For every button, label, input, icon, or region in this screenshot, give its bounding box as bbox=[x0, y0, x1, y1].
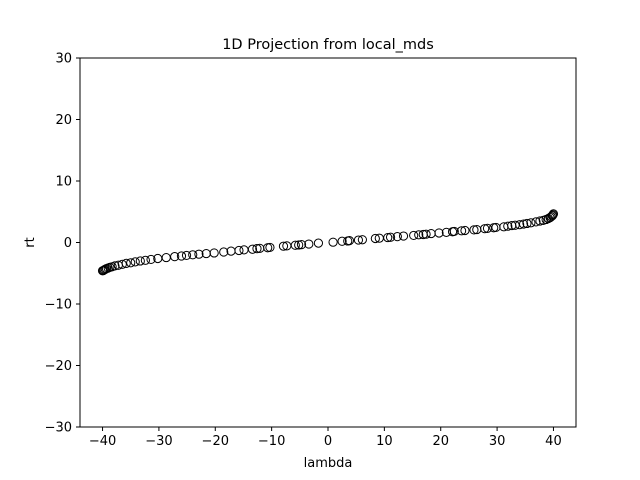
data-point bbox=[337, 236, 347, 246]
chart-title: 1D Projection from local_mds bbox=[222, 37, 434, 53]
y-tick-label: 10 bbox=[55, 175, 72, 190]
x-axis-ticks: −40 −30 −20 −10 0 10 20 30 40 bbox=[89, 427, 562, 449]
x-tick-label: −10 bbox=[258, 434, 285, 449]
data-point bbox=[469, 225, 479, 235]
y-tick-label: 20 bbox=[55, 113, 72, 128]
data-point bbox=[449, 226, 459, 237]
data-point bbox=[370, 233, 380, 244]
y-axis-label: rt bbox=[23, 237, 38, 247]
data-point bbox=[121, 258, 131, 269]
data-point bbox=[194, 249, 204, 259]
x-tick-label: −40 bbox=[89, 434, 116, 449]
data-point bbox=[522, 218, 532, 229]
data-point bbox=[110, 261, 120, 271]
data-point bbox=[344, 236, 355, 246]
data-point bbox=[414, 230, 424, 240]
data-point bbox=[278, 241, 289, 251]
data-point bbox=[146, 254, 156, 265]
data-point bbox=[456, 226, 467, 236]
data-point bbox=[353, 235, 364, 245]
data-point bbox=[181, 250, 192, 261]
data-point bbox=[294, 240, 304, 250]
x-tick-label: 0 bbox=[324, 434, 332, 449]
data-point bbox=[385, 232, 396, 242]
data-point bbox=[383, 232, 393, 243]
y-tick-label: −30 bbox=[45, 421, 72, 436]
x-tick-label: 40 bbox=[545, 434, 562, 449]
data-point bbox=[328, 237, 338, 247]
x-axis-label: lambda bbox=[304, 456, 353, 471]
y-tick-label: 30 bbox=[55, 52, 72, 67]
data-point bbox=[296, 240, 307, 250]
data-point bbox=[392, 232, 402, 242]
x-tick-label: 20 bbox=[432, 434, 449, 449]
x-tick-label: −30 bbox=[145, 434, 172, 449]
data-point bbox=[526, 218, 536, 228]
data-point bbox=[135, 256, 145, 266]
data-point bbox=[421, 229, 431, 239]
data-point bbox=[126, 258, 136, 268]
data-point bbox=[252, 244, 262, 254]
data-point bbox=[304, 239, 314, 249]
data-point bbox=[357, 235, 367, 245]
data-point bbox=[480, 224, 490, 234]
data-point bbox=[313, 238, 324, 248]
data-point bbox=[503, 221, 513, 231]
data-point bbox=[265, 242, 275, 253]
data-point bbox=[546, 212, 556, 222]
y-tick-label: 0 bbox=[64, 236, 72, 251]
x-tick-label: 30 bbox=[489, 434, 506, 449]
data-point bbox=[176, 251, 187, 261]
data-point bbox=[234, 245, 244, 256]
data-point bbox=[130, 257, 140, 267]
data-point bbox=[170, 252, 180, 262]
data-point bbox=[290, 240, 300, 250]
data-point bbox=[247, 244, 258, 254]
x-tick-label: −20 bbox=[202, 434, 229, 449]
y-tick-label: −20 bbox=[45, 359, 72, 374]
data-point bbox=[460, 225, 470, 236]
data-point bbox=[409, 230, 419, 241]
data-point bbox=[398, 231, 409, 241]
data-point bbox=[140, 255, 150, 265]
data-point bbox=[434, 228, 444, 238]
y-tick-label: −10 bbox=[45, 298, 72, 313]
data-point bbox=[209, 248, 219, 258]
x-tick-label: 10 bbox=[376, 434, 393, 449]
y-axis-ticks: −30 −20 −10 0 10 20 30 bbox=[45, 52, 80, 436]
data-point bbox=[548, 209, 559, 219]
data-point bbox=[518, 219, 529, 229]
data-point bbox=[531, 217, 541, 227]
data-point bbox=[535, 216, 545, 226]
data-point bbox=[515, 220, 525, 230]
data-point bbox=[188, 250, 198, 260]
data-point bbox=[219, 247, 229, 257]
data-points bbox=[97, 209, 559, 276]
data-point bbox=[117, 259, 127, 269]
